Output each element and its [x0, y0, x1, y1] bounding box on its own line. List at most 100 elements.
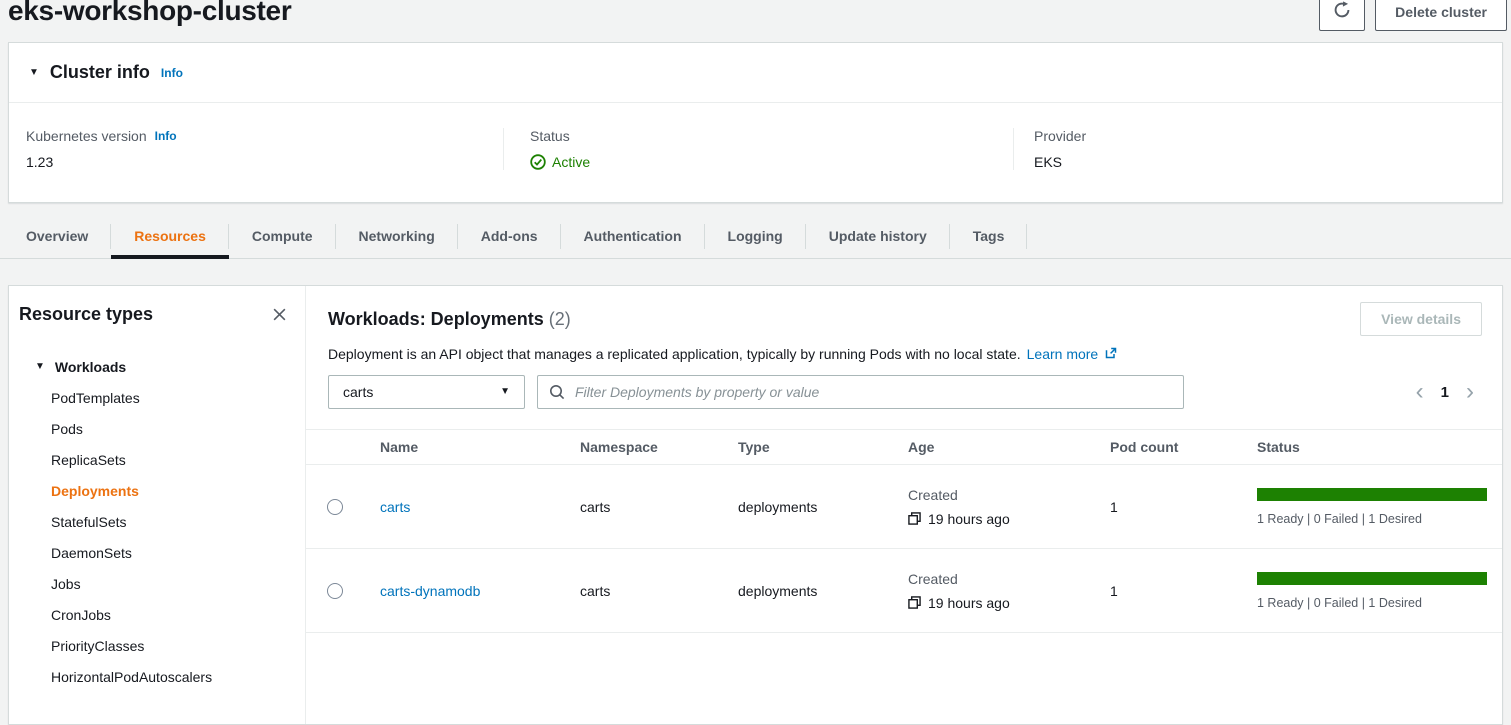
deployments-heading-text: Workloads: Deployments: [328, 309, 544, 329]
age-value: 19 hours ago: [928, 595, 1010, 611]
column-header-type: Type: [718, 439, 888, 455]
external-link-icon: [1101, 346, 1117, 362]
sidebar-item-cronjobs[interactable]: CronJobs: [19, 600, 305, 631]
row-status: 1 Ready | 0 Failed | 1 Desired: [1237, 572, 1502, 610]
collapse-caret-icon: ▼: [35, 362, 45, 372]
status-text: Active: [552, 154, 590, 170]
tab-add-ons[interactable]: Add-ons: [458, 213, 561, 258]
close-icon: [272, 307, 287, 322]
row-pod-count: 1: [1090, 583, 1237, 599]
tab-update-history[interactable]: Update history: [806, 213, 950, 258]
page-title: eks-workshop-cluster: [8, 0, 291, 27]
age-created-label: Created: [908, 487, 1090, 503]
copy-icon[interactable]: [908, 596, 921, 609]
row-status: 1 Ready | 0 Failed | 1 Desired: [1237, 488, 1502, 526]
collapse-caret-icon: ▼: [29, 68, 39, 78]
refresh-icon: [1333, 1, 1351, 22]
cluster-info-toggle[interactable]: ▼ Cluster info Info: [9, 43, 1502, 103]
deployments-main: Workloads: Deployments(2) View details D…: [306, 286, 1502, 724]
row-namespace: carts: [560, 583, 718, 599]
sidebar-title: Resource types: [19, 304, 153, 325]
search-box: [537, 375, 1184, 409]
previous-page-button[interactable]: ‹: [1416, 382, 1424, 402]
status-bar: [1257, 488, 1487, 501]
table-row: carts carts deployments Created 19 hours…: [306, 465, 1502, 549]
sidebar-item-deployments[interactable]: Deployments: [19, 476, 305, 507]
status-value: Active: [530, 154, 1013, 170]
chevron-down-icon: ▼: [500, 387, 510, 397]
field-provider: Provider EKS: [1013, 128, 1502, 170]
pagination: ‹ 1 ›: [1416, 382, 1482, 402]
row-radio-button[interactable]: [327, 499, 343, 515]
column-header-name: Name: [360, 439, 560, 455]
deployment-name-link[interactable]: carts: [380, 499, 410, 515]
column-header-age: Age: [888, 439, 1090, 455]
provider-value: EKS: [1034, 154, 1502, 170]
sidebar-item-jobs[interactable]: Jobs: [19, 569, 305, 600]
row-age: Created 19 hours ago: [888, 571, 1090, 611]
provider-label: Provider: [1034, 128, 1086, 144]
tree-group-workloads[interactable]: ▼ Workloads: [19, 359, 305, 375]
cluster-info-panel: ▼ Cluster info Info Kubernetes version I…: [8, 42, 1503, 203]
header-actions: Delete cluster: [1319, 0, 1507, 31]
page-header: eks-workshop-cluster Delete cluster: [0, 0, 1511, 42]
sidebar-item-podtemplates[interactable]: PodTemplates: [19, 383, 305, 414]
deployments-count: (2): [549, 309, 571, 329]
deployments-heading: Workloads: Deployments(2): [328, 309, 571, 330]
resource-tree: ▼ Workloads PodTemplates Pods ReplicaSet…: [19, 359, 305, 693]
status-summary: 1 Ready | 0 Failed | 1 Desired: [1257, 512, 1489, 526]
current-page[interactable]: 1: [1441, 384, 1449, 401]
row-type: deployments: [718, 499, 888, 515]
sidebar-item-horizontalpodautoscalers[interactable]: HorizontalPodAutoscalers: [19, 662, 305, 693]
refresh-button[interactable]: [1319, 0, 1365, 31]
column-header-status: Status: [1237, 439, 1502, 455]
kubernetes-version-info-link[interactable]: Info: [155, 129, 177, 143]
sidebar-item-pods[interactable]: Pods: [19, 414, 305, 445]
column-header-pod-count: Pod count: [1090, 439, 1237, 455]
delete-cluster-button[interactable]: Delete cluster: [1375, 0, 1507, 31]
row-radio-button[interactable]: [327, 583, 343, 599]
filter-type-selected: carts: [343, 384, 373, 400]
resource-types-sidebar: Resource types ▼ Workloads PodTemplates …: [9, 286, 306, 724]
status-bar: [1257, 572, 1487, 585]
tab-resources[interactable]: Resources: [111, 213, 229, 258]
next-page-button[interactable]: ›: [1466, 382, 1474, 402]
table-row: carts-dynamodb carts deployments Created…: [306, 549, 1502, 633]
copy-icon[interactable]: [908, 512, 921, 525]
cluster-info-info-link[interactable]: Info: [161, 66, 183, 80]
kubernetes-version-label: Kubernetes version: [26, 128, 147, 144]
sidebar-item-replicasets[interactable]: ReplicaSets: [19, 445, 305, 476]
tab-compute[interactable]: Compute: [229, 213, 336, 258]
view-details-button[interactable]: View details: [1360, 302, 1482, 336]
sidebar-item-statefulsets[interactable]: StatefulSets: [19, 507, 305, 538]
column-header-namespace: Namespace: [560, 439, 718, 455]
learn-more-link[interactable]: Learn more: [1027, 346, 1099, 362]
filter-type-select[interactable]: carts ▼: [328, 375, 525, 409]
status-check-icon: [530, 154, 546, 170]
search-input[interactable]: [573, 383, 1172, 401]
search-icon: [549, 384, 565, 400]
table-header-row: Name Namespace Type Age Pod count Status: [306, 429, 1502, 465]
deployments-table: Name Namespace Type Age Pod count Status…: [306, 429, 1502, 633]
deployments-description: Deployment is an API object that manages…: [328, 346, 1482, 362]
sidebar-item-daemonsets[interactable]: DaemonSets: [19, 538, 305, 569]
tab-authentication[interactable]: Authentication: [561, 213, 705, 258]
status-summary: 1 Ready | 0 Failed | 1 Desired: [1257, 596, 1489, 610]
tab-networking[interactable]: Networking: [336, 213, 458, 258]
cluster-info-fields: Kubernetes version Info 1.23 Status Acti…: [9, 103, 1502, 202]
status-label: Status: [530, 128, 570, 144]
cluster-info-title: Cluster info: [50, 62, 150, 83]
close-sidebar-button[interactable]: [270, 305, 289, 324]
kubernetes-version-value: 1.23: [26, 154, 503, 170]
row-type: deployments: [718, 583, 888, 599]
sidebar-item-priorityclasses[interactable]: PriorityClasses: [19, 631, 305, 662]
row-namespace: carts: [560, 499, 718, 515]
tab-logging[interactable]: Logging: [705, 213, 806, 258]
tab-bar: Overview Resources Compute Networking Ad…: [0, 213, 1511, 259]
field-kubernetes-version: Kubernetes version Info 1.23: [9, 128, 503, 170]
description-text: Deployment is an API object that manages…: [328, 346, 1021, 362]
tab-tags[interactable]: Tags: [950, 213, 1028, 258]
tab-overview[interactable]: Overview: [8, 213, 111, 258]
deployment-name-link[interactable]: carts-dynamodb: [380, 583, 480, 599]
tree-group-label: Workloads: [55, 359, 126, 375]
